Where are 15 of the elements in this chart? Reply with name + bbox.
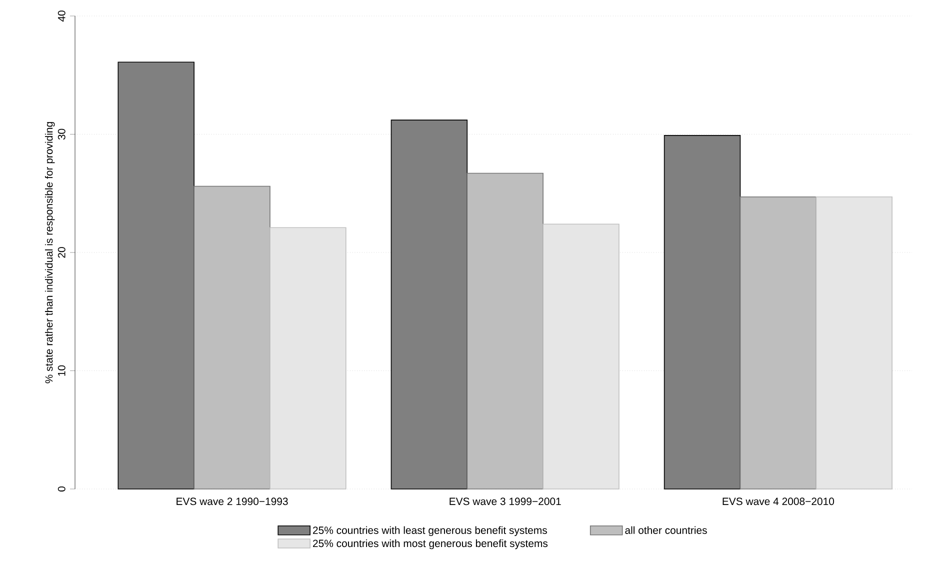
legend-label: all other countries bbox=[625, 526, 707, 534]
y-tick-label: 20 bbox=[58, 247, 66, 258]
legend-label: 25% countries with most generous benefit systems bbox=[313, 539, 548, 550]
y-tick-label: 40 bbox=[58, 10, 66, 22]
y-tick-label: 30 bbox=[58, 128, 66, 140]
x-tick-label: EVS wave 4 2008−2010 bbox=[722, 498, 834, 506]
bar bbox=[664, 135, 741, 490]
x-tick-label: EVS wave 2 1990−1993 bbox=[176, 498, 288, 506]
legend-label: 25% countries with least generous benefit systems bbox=[313, 526, 547, 536]
y-tick-label: 0 bbox=[58, 486, 66, 492]
x-tick-label: EVS wave 3 1999−2001 bbox=[450, 498, 561, 506]
bar bbox=[390, 120, 468, 490]
bar bbox=[118, 62, 194, 490]
y-tick-label: 10 bbox=[58, 365, 66, 376]
y-axis-title: % state rather than individual is responsible for providing bbox=[44, 122, 55, 384]
